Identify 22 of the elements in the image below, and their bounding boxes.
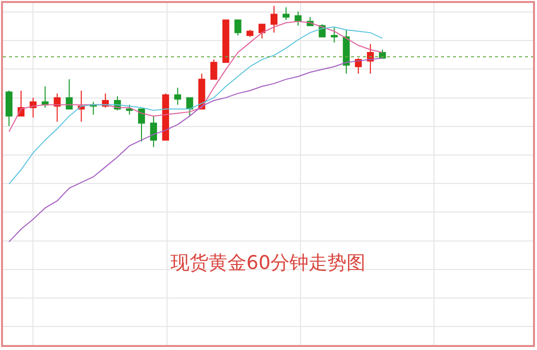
text: 现货黄金60分钟走势图 xyxy=(170,252,366,274)
candlestick xyxy=(354,58,362,74)
candlestick xyxy=(42,86,49,108)
candlestick xyxy=(330,26,338,44)
candlestick xyxy=(66,78,73,110)
candlestick xyxy=(222,19,230,63)
candlestick xyxy=(246,29,254,38)
candlestick xyxy=(258,24,266,39)
candlestick xyxy=(126,104,133,116)
candlestick xyxy=(6,90,12,126)
candlestick xyxy=(174,87,182,106)
candlestick xyxy=(54,92,61,122)
candlestick xyxy=(282,6,290,20)
candlestick xyxy=(78,90,85,122)
candlestick xyxy=(234,19,242,36)
candlestick xyxy=(210,59,218,80)
candlestick xyxy=(162,92,170,141)
candlestick xyxy=(270,5,278,34)
candlestick xyxy=(138,108,145,142)
candlestick xyxy=(294,10,302,26)
candlestick xyxy=(150,116,158,148)
candlestick xyxy=(342,29,350,74)
